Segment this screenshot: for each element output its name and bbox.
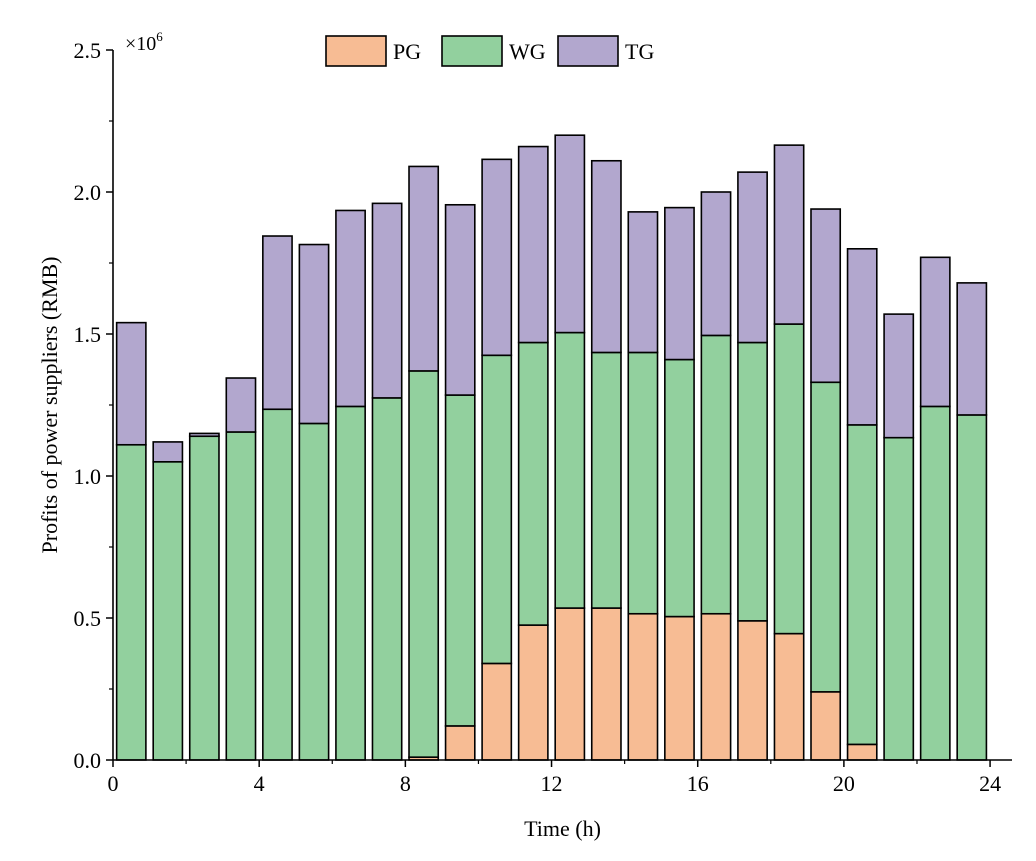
legend-label-wg: WG [509,39,546,64]
bar-tg-t12 [517,145,549,344]
bar-wg-t22 [883,436,915,761]
x-tick-label: 16 [687,771,709,796]
bar-wg-t4 [225,431,257,761]
y-tick-label: 2.0 [74,180,102,205]
bar-tg-t23 [919,256,951,408]
bar-tg-t11 [481,158,513,357]
x-tick-label: 20 [833,771,855,796]
bar-tg-t22 [883,313,915,439]
bar-wg-t8 [371,397,403,761]
legend: PG WG TG [325,35,654,67]
x-tick-label: 8 [400,771,411,796]
bar-tg-t21 [846,248,878,426]
bar-pg-t14 [590,607,622,761]
bar-wg-t20 [810,381,842,693]
bar-tg-t10 [444,203,476,396]
bar-tg-t4 [225,377,257,433]
bar-pg-t11 [481,662,513,761]
bar-wg-t3 [188,435,220,761]
bar-pg-t10 [444,725,476,761]
bar-tg-t20 [810,208,842,384]
y-tick-label: 0.5 [74,606,102,631]
bar-tg-t2 [152,441,184,463]
bar-tg-t7 [335,209,366,408]
multiplier-exponent: 6 [156,29,163,44]
bar-wg-t23 [919,405,951,761]
bar-pg-t20 [810,691,842,761]
bar-pg-t15 [627,612,659,761]
x-axis-title: Time (h) [524,816,601,841]
bar-pg-t17 [700,612,732,761]
bar-wg-t24 [956,414,988,761]
bar-wg-t5 [262,408,293,761]
x-tick-label: 4 [254,771,265,796]
legend-swatch-pg [325,35,387,67]
x-tick-label: 12 [541,771,563,796]
bar-wg-t12 [517,341,549,626]
bar-tg-t13 [554,134,586,334]
bar-tg-t5 [262,235,293,411]
x-tick-label: 0 [108,771,119,796]
bar-tg-t8 [371,202,403,399]
bar-tg-t15 [627,211,659,354]
bar-tg-t18 [737,171,768,344]
bar-wg-t6 [298,422,330,761]
bar-wg-t19 [773,323,805,635]
bar-wg-t10 [444,394,476,727]
bar-wg-t16 [664,358,695,618]
bar-pg-t13 [554,607,586,761]
y-tick-label: 2.5 [74,38,102,63]
bar-pg-t19 [773,632,805,761]
bar-wg-t13 [554,331,586,609]
legend-label-pg: PG [393,39,421,64]
bar-pg-t12 [517,624,549,761]
y-axis-title: Profits of power suppliers (RMB) [37,257,62,554]
bar-tg-t16 [664,206,695,361]
bar-tg-t9 [408,165,440,372]
bar-wg-t11 [481,354,513,665]
bar-pg-t18 [737,620,768,761]
bar-wg-t14 [590,351,622,609]
legend-swatch-wg [441,35,503,67]
legend-swatch-tg [557,35,619,67]
bar-tg-t24 [956,282,988,416]
x-tick-label: 24 [979,771,1001,796]
bar-tg-t3 [188,432,220,438]
multiplier-base: ×10 [125,33,156,55]
bar-tg-t17 [700,191,732,337]
bar-wg-t2 [152,460,184,761]
bar-pg-t21 [846,743,878,761]
y-axis-multiplier: ×106 [125,29,163,55]
bar-pg-t16 [664,615,695,761]
axes-layer: 0 4 8 12 16 20 24 0.0 0.5 1.0 1.5 2.0 2.5 [74,38,1012,796]
y-tick-label: 1.0 [74,464,102,489]
bar-tg-t6 [298,243,330,425]
y-tick-label: 0.0 [74,748,102,773]
bars-layer [115,134,988,761]
y-tick-label: 1.5 [74,322,102,347]
bar-tg-t1 [115,321,147,446]
bar-tg-t19 [773,144,805,325]
bar-wg-t15 [627,351,659,615]
bar-wg-t17 [700,334,732,615]
bar-wg-t1 [115,443,147,761]
bar-wg-t9 [408,370,440,758]
bar-tg-t14 [590,159,622,354]
bar-wg-t21 [846,424,878,746]
bar-wg-t18 [737,341,768,622]
bar-wg-t7 [335,405,366,761]
legend-label-tg: TG [625,39,654,64]
